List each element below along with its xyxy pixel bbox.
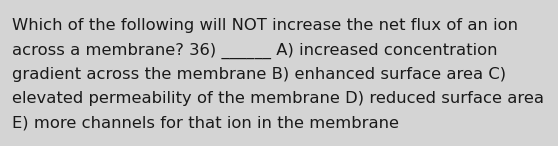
Text: gradient across the membrane B) enhanced surface area C): gradient across the membrane B) enhanced… (12, 67, 506, 82)
Text: E) more channels for that ion in the membrane: E) more channels for that ion in the mem… (12, 116, 399, 131)
Text: Which of the following will NOT increase the net flux of an ion: Which of the following will NOT increase… (12, 18, 518, 33)
Text: across a membrane? 36) ______ A) increased concentration: across a membrane? 36) ______ A) increas… (12, 42, 498, 59)
Text: elevated permeability of the membrane D) reduced surface area: elevated permeability of the membrane D)… (12, 92, 544, 106)
